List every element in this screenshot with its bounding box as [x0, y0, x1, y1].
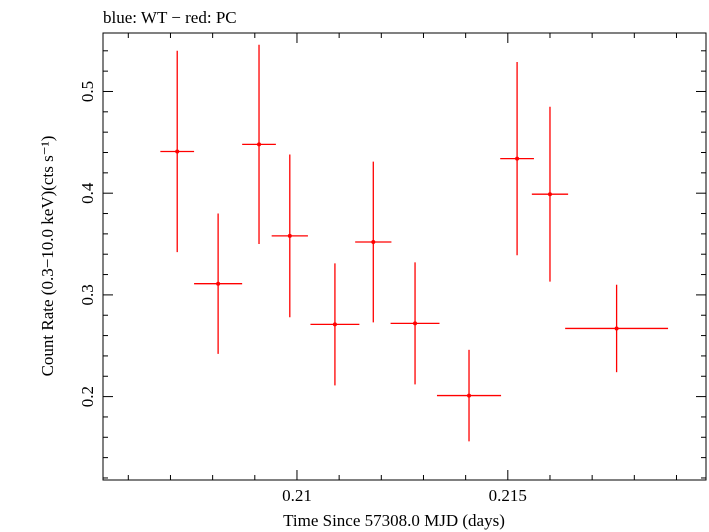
data-point-6: [371, 240, 376, 245]
x-tick-label-0.215: 0.215: [489, 486, 527, 505]
plot-frame: [102, 32, 707, 481]
data-point-5: [332, 322, 337, 327]
y-axis: 0.2 0.3 0.4 0.5: [78, 50, 706, 479]
y-axis-label: Count Rate (0.3−10.0 keV)(cts s⁻¹): [38, 136, 57, 377]
data-point-2: [216, 281, 221, 286]
data-point-8: [467, 393, 472, 398]
x-axis-label: Time Since 57308.0 MJD (days): [283, 511, 505, 530]
data-point-9: [515, 156, 520, 161]
y-tick-label-0.4: 0.4: [78, 182, 97, 204]
data-point-4: [287, 233, 292, 238]
y-tick-label-0.2: 0.2: [78, 386, 97, 407]
data-point-11: [614, 326, 619, 331]
y-tick-label-0.3: 0.3: [78, 284, 97, 305]
x-tick-label-0.21: 0.21: [282, 486, 312, 505]
data-point-7: [413, 321, 418, 326]
y-tick-label-0.5: 0.5: [78, 81, 97, 102]
data-point-1: [175, 149, 180, 154]
data-series-pc: [160, 44, 669, 442]
data-point-10: [547, 192, 552, 197]
data-point-3: [257, 142, 262, 147]
chart-title: blue: WT − red: PC: [103, 8, 237, 27]
x-axis: 0.21 0.215: [127, 33, 677, 505]
